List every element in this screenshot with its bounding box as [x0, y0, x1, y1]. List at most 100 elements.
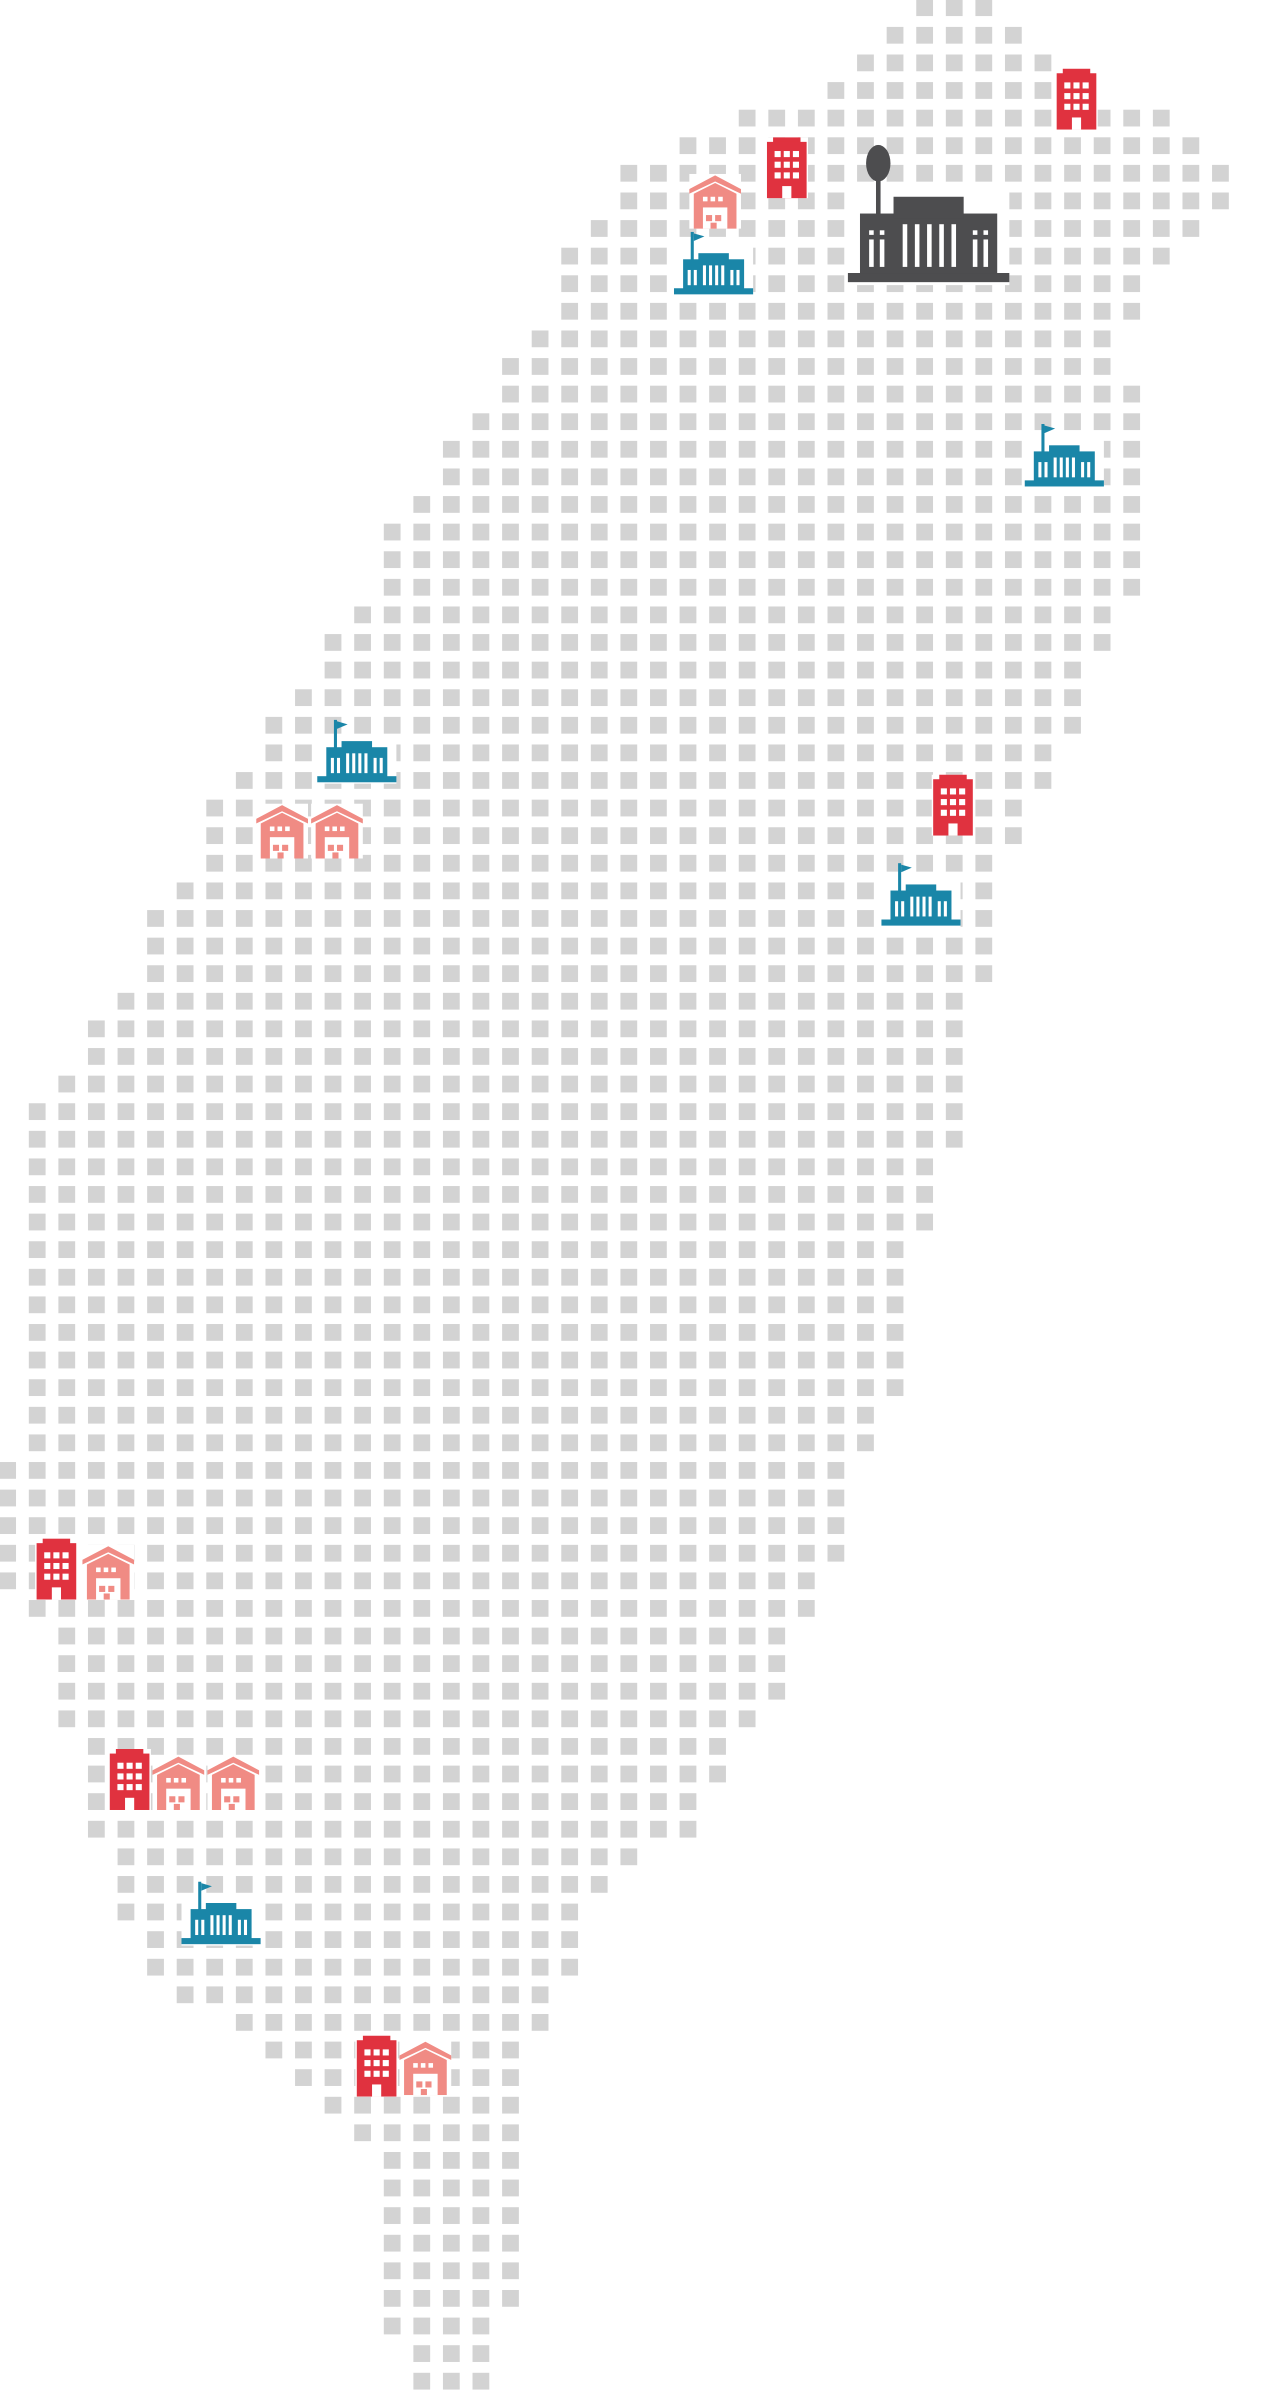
grid-square — [58, 1268, 76, 1286]
grid-square — [975, 772, 993, 789]
grid-square — [650, 965, 667, 983]
grid-square — [413, 799, 431, 817]
grid-square — [945, 854, 963, 872]
grid-square — [916, 302, 934, 320]
grid-square — [1034, 164, 1052, 182]
grid-square — [650, 578, 667, 596]
grid-square — [679, 385, 697, 403]
grid-square — [709, 523, 726, 541]
grid-square — [147, 1820, 164, 1838]
grid-square — [235, 937, 253, 955]
grid-square — [324, 1986, 342, 2004]
grid-square — [620, 220, 638, 237]
grid-square — [87, 1130, 105, 1148]
grid-square — [1064, 661, 1081, 679]
grid-square — [206, 1848, 224, 1866]
grid-square — [590, 385, 608, 403]
grid-square — [916, 1158, 934, 1176]
grid-square — [147, 1682, 164, 1700]
grid-square — [176, 1296, 194, 1314]
grid-square — [679, 1738, 697, 1755]
grid-square — [531, 358, 549, 375]
grid-square — [383, 1710, 401, 1728]
grid-square — [442, 689, 460, 707]
grid-square — [413, 1710, 431, 1728]
grid-square — [235, 1489, 253, 1507]
grid-square — [502, 2289, 519, 2307]
grid-square — [206, 1876, 224, 1893]
grid-square — [206, 1158, 224, 1176]
grid-square — [413, 2151, 431, 2169]
grid-square — [531, 1876, 549, 1893]
grid-square — [206, 1517, 224, 1535]
grid-square — [472, 496, 490, 513]
grid-square — [709, 1324, 726, 1341]
grid-square — [590, 1406, 608, 1424]
grid-square — [590, 744, 608, 762]
grid-square — [472, 2096, 490, 2114]
grid-square — [1004, 799, 1022, 817]
grid-square — [413, 1489, 431, 1507]
grid-square — [531, 1765, 549, 1783]
grid-square — [650, 606, 667, 624]
grid-square — [531, 1186, 549, 1203]
grid-square — [176, 1213, 194, 1231]
grid-square — [531, 965, 549, 983]
grid-square — [1064, 164, 1081, 182]
grid-square — [354, 606, 371, 624]
grid-square — [975, 496, 993, 513]
grid-square — [650, 1324, 667, 1341]
grid-square — [1123, 275, 1141, 293]
grid-square — [354, 965, 371, 983]
grid-square — [561, 1682, 579, 1700]
grid-square — [975, 799, 993, 817]
grid-square — [354, 1241, 371, 1259]
grid-square — [1034, 634, 1052, 651]
grid-square — [797, 910, 815, 927]
grid-square — [206, 1738, 224, 1755]
grid-square — [650, 192, 667, 210]
grid-square — [354, 1765, 371, 1783]
grid-square — [679, 1462, 697, 1479]
grid-square — [1034, 82, 1052, 99]
grid-square — [827, 1489, 845, 1507]
grid-square — [442, 1682, 460, 1700]
grid-square — [383, 1848, 401, 1866]
grid-square — [147, 1213, 164, 1231]
grid-square — [383, 1682, 401, 1700]
grid-square — [797, 330, 815, 348]
grid-square — [413, 1876, 431, 1893]
grid-square — [797, 1324, 815, 1341]
grid-square — [176, 1738, 194, 1755]
grid-square — [916, 799, 934, 817]
grid-square — [472, 634, 490, 651]
grid-square — [886, 164, 904, 182]
grid-square — [295, 1958, 312, 1976]
grid-square — [975, 661, 993, 679]
grid-square — [945, 330, 963, 348]
grid-square — [176, 882, 194, 900]
grid-square — [709, 772, 726, 789]
grid-square — [738, 965, 756, 983]
grid-square — [295, 689, 312, 707]
grid-square — [206, 1820, 224, 1838]
grid-square — [590, 1655, 608, 1672]
grid-square — [827, 330, 845, 348]
grid-square — [472, 1158, 490, 1176]
grid-square — [176, 1075, 194, 1093]
grid-square — [531, 827, 549, 845]
grid-square — [738, 358, 756, 375]
grid-square — [768, 1462, 786, 1479]
grid-square — [295, 1544, 312, 1562]
grid-square — [413, 634, 431, 651]
grid-square — [413, 2207, 431, 2224]
grid-square — [117, 1903, 135, 1921]
grid-square — [176, 1351, 194, 1369]
grid-square — [1004, 496, 1022, 513]
grid-square — [531, 1793, 549, 1810]
grid-square — [827, 164, 845, 182]
grid-square — [797, 799, 815, 817]
grid-square — [206, 992, 224, 1010]
grid-square — [620, 1738, 638, 1755]
grid-square — [916, 965, 934, 983]
